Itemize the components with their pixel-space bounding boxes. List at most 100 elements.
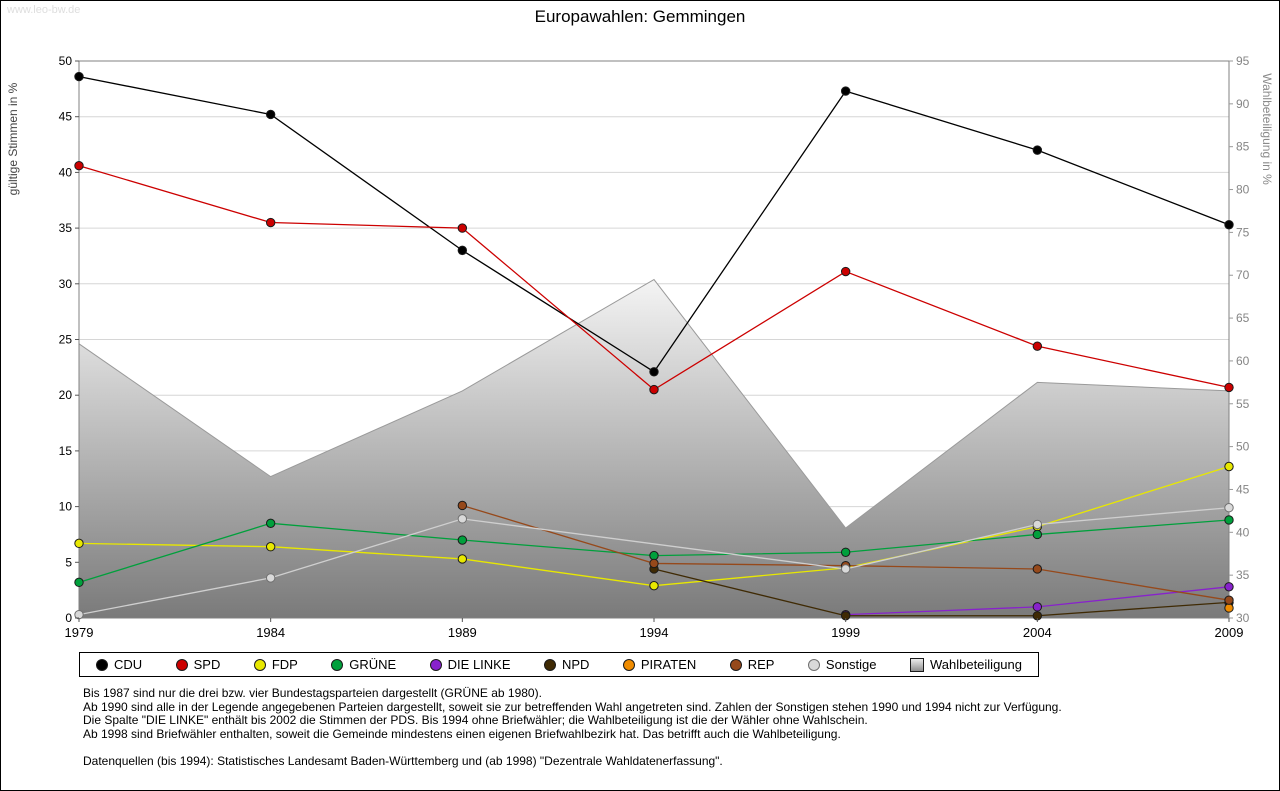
left-tick-label: 40 [59, 165, 73, 179]
x-tick-label: 1984 [256, 625, 285, 640]
wahlbeteiligung-outline [78, 278, 1230, 529]
legend-marker-cdu-icon [96, 658, 108, 671]
legend-item-fdp: FDP [253, 657, 298, 672]
left-tick-label: 15 [59, 444, 73, 458]
npd-line [653, 568, 1230, 617]
source-line: Datenquellen (bis 1994): Statistisches L… [83, 754, 723, 768]
legend-item-npd: NPD [543, 657, 590, 672]
x-tick-label: 1994 [640, 625, 669, 640]
legend-marker-die-linke-icon [429, 658, 442, 671]
page-title: Europawahlen: Gemmingen [534, 7, 746, 26]
gr-ne-point [840, 547, 851, 557]
rep-point [649, 558, 659, 569]
footnote-line: Die Spalte "DIE LINKE" enthält bis 2002 … [83, 713, 868, 727]
fdp-point [1224, 461, 1234, 472]
legend-marker-sonstige-icon [807, 658, 820, 671]
legend-item-die-linke: DIE LINKE [429, 657, 511, 672]
piraten-series [1224, 603, 1234, 613]
election-line-chart: 0 5 10 15 20 25 30 35 40 45 50 30 35 40 45 50 55 60 65 70 75… [6, 54, 1274, 640]
legend-label: GRÜNE [349, 657, 397, 672]
legend-marker-spd-icon [175, 658, 188, 671]
footnote-line: Ab 1990 sind alle in der Legende angegeb… [83, 699, 1062, 714]
right-axis-label: Wahlbeteiligung in % [1260, 73, 1274, 185]
right-tick-label: 90 [1236, 97, 1250, 111]
gr-ne-point [649, 550, 659, 561]
rep-point [457, 500, 468, 511]
legend-item-rep: REP [729, 657, 775, 672]
sonstige-point [1224, 503, 1234, 513]
left-tick-label: 25 [59, 333, 73, 347]
cdu-point [1224, 220, 1234, 230]
gr-ne-point [1224, 515, 1234, 525]
legend-marker-wahlbeteiligung-icon [909, 657, 924, 672]
right-tick-label: 75 [1236, 225, 1250, 239]
die-linke-point [1032, 602, 1043, 612]
footnote-line: Bis 1987 sind nur die drei bzw. vier Bun… [83, 686, 542, 700]
legend-marker-fdp-icon [253, 658, 266, 671]
legend-item-wahlbeteiligung: Wahlbeteiligung [909, 657, 1022, 672]
left-tick-label: 45 [59, 110, 73, 124]
x-tick-label: 1999 [831, 625, 860, 640]
footnote-line: Ab 1998 sind Briefwähler enthalten, sowe… [83, 726, 841, 741]
chart-legend: CDU SPD FDP GRÜNE DIE LINKE NPD PIRATEN REP Sons… [79, 652, 1039, 677]
sonstige-point [457, 514, 468, 524]
legend-label: Sonstige [825, 657, 877, 672]
piraten-point [1224, 603, 1234, 613]
legend-marker-npd-icon [543, 658, 556, 671]
right-tick-label: 85 [1236, 140, 1250, 154]
legend-label: CDU [114, 657, 143, 672]
spd-point [1032, 341, 1043, 351]
right-tick-label: 50 [1236, 440, 1250, 454]
legend-marker-rep-icon [729, 658, 742, 671]
legend-marker-piraten-icon [622, 658, 635, 671]
legend-label: REP [747, 657, 775, 672]
cdu-point [649, 367, 659, 377]
cdu-point [457, 245, 468, 256]
spd-point [1224, 382, 1234, 393]
spd-point [840, 266, 851, 277]
right-tick-label: 60 [1236, 354, 1250, 368]
cdu-point [74, 71, 84, 82]
legend-marker-gr-ne-icon [331, 658, 344, 671]
legend-item-sonstige: Sonstige [807, 657, 877, 672]
left-axis-label: gültige Stimmen in % [6, 82, 20, 195]
left-tick-label: 30 [59, 277, 73, 291]
x-tick-label: 2004 [1023, 625, 1052, 640]
legend-label: Wahlbeteiligung [929, 657, 1022, 672]
footnotes: Bis 1987 sind nur die drei bzw. vier Bun… [83, 686, 1062, 769]
right-tick-label: 35 [1236, 568, 1250, 582]
spd-point [265, 217, 276, 228]
legend-item-cdu: CDU [96, 657, 142, 672]
spd-point [74, 161, 84, 171]
fdp-point [649, 580, 659, 591]
watermark: www.leo-bw.de [7, 4, 81, 16]
legend-label: SPD [193, 657, 221, 672]
fdp-point [74, 538, 84, 549]
left-tick-label: 20 [59, 388, 73, 402]
legend-label: DIE LINKE [447, 657, 511, 672]
gr-ne-point [1032, 529, 1043, 540]
legend-item-spd: SPD [175, 657, 221, 672]
legend-item-piraten: PIRATEN [622, 657, 697, 672]
right-tick-label: 30 [1236, 611, 1250, 625]
legend-label: PIRATEN [640, 657, 697, 672]
legend-label: FDP [271, 657, 298, 672]
x-tick-label: 1979 [65, 625, 94, 640]
spd-point [649, 384, 659, 395]
gr-ne-point [265, 518, 276, 529]
right-tick-label: 80 [1236, 183, 1250, 197]
left-tick-label: 10 [59, 500, 73, 514]
sonstige-point [265, 573, 276, 583]
cdu-series [74, 71, 1234, 377]
right-tick-label: 95 [1236, 54, 1250, 68]
right-tick-label: 55 [1236, 397, 1250, 411]
x-tick-label: 2009 [1215, 625, 1244, 640]
die-linke-point [1224, 582, 1234, 592]
x-tick-label: 1989 [448, 625, 477, 640]
right-tick-label: 45 [1236, 482, 1250, 496]
left-tick-label: 50 [59, 54, 73, 68]
wahlbeteiligung-area [79, 279, 1229, 618]
legend-label: NPD [561, 657, 590, 672]
cdu-point [1032, 145, 1043, 155]
